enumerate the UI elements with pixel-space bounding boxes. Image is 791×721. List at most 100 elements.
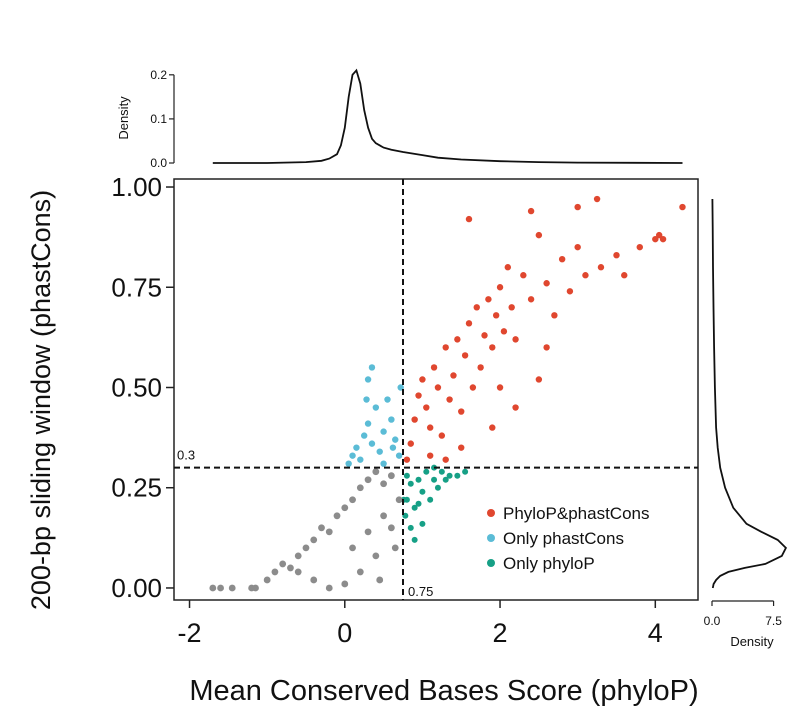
right-x-tick-label: 0.0 bbox=[704, 614, 721, 628]
y-tick-label: 0.00 bbox=[111, 573, 162, 603]
data-point bbox=[380, 480, 387, 488]
data-point bbox=[655, 231, 663, 239]
data-point bbox=[349, 452, 356, 459]
data-point bbox=[574, 203, 581, 211]
data-point bbox=[558, 255, 566, 263]
data-point bbox=[228, 584, 236, 592]
data-point bbox=[485, 296, 492, 303]
data-point bbox=[403, 456, 411, 463]
legend: PhyloP&phastCons Only phastCons Only phylo… bbox=[487, 504, 649, 573]
data-point bbox=[566, 288, 574, 295]
data-point bbox=[512, 336, 519, 343]
data-point bbox=[582, 272, 589, 279]
series-only-phastcons bbox=[345, 364, 404, 467]
data-point bbox=[427, 496, 434, 503]
y-tick-label: 0.75 bbox=[111, 272, 162, 302]
data-point bbox=[357, 456, 364, 463]
data-point bbox=[492, 312, 500, 319]
data-point bbox=[458, 444, 465, 451]
data-point bbox=[679, 203, 686, 211]
data-point bbox=[469, 384, 477, 391]
x-axis-label: Mean Conserved Bases Score (phyloP) bbox=[189, 675, 698, 707]
data-point bbox=[360, 432, 368, 439]
data-point bbox=[442, 456, 449, 463]
data-point bbox=[387, 524, 395, 532]
data-point bbox=[426, 424, 434, 431]
data-point bbox=[415, 476, 422, 483]
legend-marker bbox=[487, 509, 495, 517]
legend-marker bbox=[487, 559, 495, 567]
data-point bbox=[391, 544, 399, 552]
legend-label: PhyloP&phastCons bbox=[503, 504, 649, 523]
data-point bbox=[465, 215, 473, 223]
right-density-curve bbox=[711, 198, 788, 589]
x-tick-label: 0 bbox=[337, 618, 352, 648]
data-point bbox=[395, 496, 403, 504]
data-point bbox=[411, 536, 418, 543]
data-point bbox=[489, 424, 496, 431]
data-point bbox=[520, 272, 527, 279]
top-y-tick-label: 0.0 bbox=[150, 156, 167, 170]
data-point bbox=[209, 584, 217, 592]
data-point bbox=[294, 552, 302, 560]
data-point bbox=[551, 312, 558, 319]
data-point bbox=[431, 476, 438, 483]
data-point bbox=[496, 384, 504, 391]
data-point bbox=[597, 264, 605, 271]
right-density-plot: 0.0 7.5 Density bbox=[704, 198, 788, 649]
data-point bbox=[364, 476, 372, 484]
data-point bbox=[512, 404, 519, 411]
data-point bbox=[341, 504, 349, 512]
data-point bbox=[419, 376, 426, 383]
data-point bbox=[384, 396, 391, 403]
main-scatter-plot: -2 0 2 4 0.00 0.25 0.50 0.75 1.00 0.75 0.3 bbox=[111, 172, 699, 648]
data-point bbox=[500, 328, 508, 335]
data-point bbox=[263, 576, 271, 584]
data-point bbox=[380, 512, 387, 520]
data-point bbox=[364, 528, 372, 536]
data-point bbox=[527, 207, 535, 215]
data-point bbox=[659, 235, 667, 243]
data-point bbox=[411, 416, 418, 423]
data-point bbox=[389, 444, 397, 451]
data-point bbox=[368, 364, 376, 371]
data-point bbox=[349, 544, 356, 552]
data-point bbox=[434, 484, 441, 491]
data-point bbox=[376, 576, 384, 584]
data-point bbox=[535, 376, 543, 383]
y-tick-label: 0.25 bbox=[111, 473, 162, 503]
series-only-phylop bbox=[400, 464, 469, 543]
x-tick-label: -2 bbox=[178, 618, 202, 648]
data-point bbox=[446, 472, 453, 479]
data-point bbox=[341, 580, 349, 588]
data-point bbox=[652, 235, 659, 243]
data-point bbox=[461, 352, 469, 359]
right-density-label: Density bbox=[730, 634, 774, 649]
data-point bbox=[419, 520, 426, 527]
data-point bbox=[454, 472, 461, 479]
data-point bbox=[613, 251, 620, 259]
data-point bbox=[438, 468, 445, 475]
top-density-curve bbox=[212, 68, 683, 164]
data-point bbox=[462, 468, 469, 475]
data-point bbox=[450, 372, 457, 379]
data-point bbox=[302, 544, 310, 552]
data-point bbox=[364, 376, 372, 383]
data-point bbox=[430, 364, 438, 371]
data-point bbox=[376, 448, 383, 455]
y-tick-label: 1.00 bbox=[111, 172, 162, 202]
data-point bbox=[423, 404, 430, 411]
data-point bbox=[423, 468, 430, 475]
data-point bbox=[434, 384, 442, 391]
data-point bbox=[279, 560, 287, 568]
right-x-tick-label: 7.5 bbox=[765, 614, 782, 628]
top-density-label: Density bbox=[116, 96, 131, 140]
top-density-plot: 0.0 0.1 0.2 Density bbox=[116, 68, 683, 170]
data-point bbox=[363, 396, 370, 403]
legend-label: Only phastCons bbox=[503, 529, 624, 548]
data-point bbox=[508, 304, 515, 311]
data-point bbox=[473, 304, 480, 311]
data-point bbox=[481, 332, 488, 339]
data-point bbox=[419, 488, 426, 495]
